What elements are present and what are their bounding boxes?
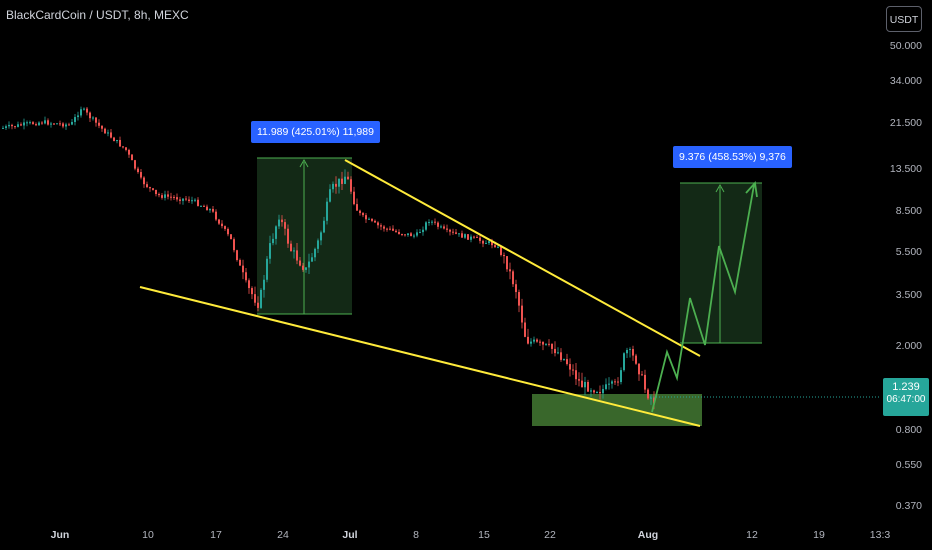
price-tick: 13.500 [889,163,922,175]
current-price-badge: 1.239 06:47:00 [883,378,929,416]
price-tick: 0.800 [895,424,922,436]
bar-countdown: 06:47:00 [886,394,926,405]
time-axis[interactable]: Jun 10 17 24 Jul 8 15 22 Aug 12 19 13:3 [0,520,932,550]
time-tick: Jun [50,529,70,541]
price-tick: 0.550 [895,459,922,471]
time-tick: Aug [637,529,659,541]
time-tick: 17 [210,529,222,541]
currency-button[interactable]: USDT [886,6,922,32]
measure-callout-2[interactable]: 9.376 (458.53%) 9,376 [673,146,792,168]
price-scale[interactable]: 50.000 34.000 21.500 13.500 8.500 5.500 … [879,0,932,520]
time-tick: 24 [277,529,289,541]
price-tick: 2.000 [895,340,922,352]
price-tick: 0.370 [895,500,922,512]
price-tick: 21.500 [889,117,922,129]
time-tick: 12 [746,529,758,541]
time-tick: 19 [813,529,825,541]
time-tick: 22 [544,529,556,541]
projection-arrowhead [745,180,758,198]
symbol-title[interactable]: BlackCardCoin / USDT, 8h, MEXC [6,8,189,22]
price-tick: 5.500 [895,246,922,258]
projection-path[interactable] [651,184,755,413]
demand-zone[interactable] [532,394,702,426]
measure-box-2[interactable] [680,183,762,343]
time-tick: 8 [413,529,419,541]
time-tick: 10 [142,529,154,541]
candlestick-series [2,106,655,410]
time-tick: 13:3 [869,529,891,541]
time-tick: Jul [342,529,358,541]
resistance-trendline[interactable] [344,159,701,357]
price-tick: 34.000 [889,75,922,87]
price-tick: 3.500 [895,289,922,301]
current-price-value: 1.239 [892,381,920,393]
measure-callout-1[interactable]: 11.989 (425.01%) 11,989 [251,121,380,143]
price-tick: 8.500 [895,205,922,217]
support-trendline[interactable] [139,286,701,427]
time-tick: 15 [478,529,490,541]
price-tick: 50.000 [889,40,922,52]
